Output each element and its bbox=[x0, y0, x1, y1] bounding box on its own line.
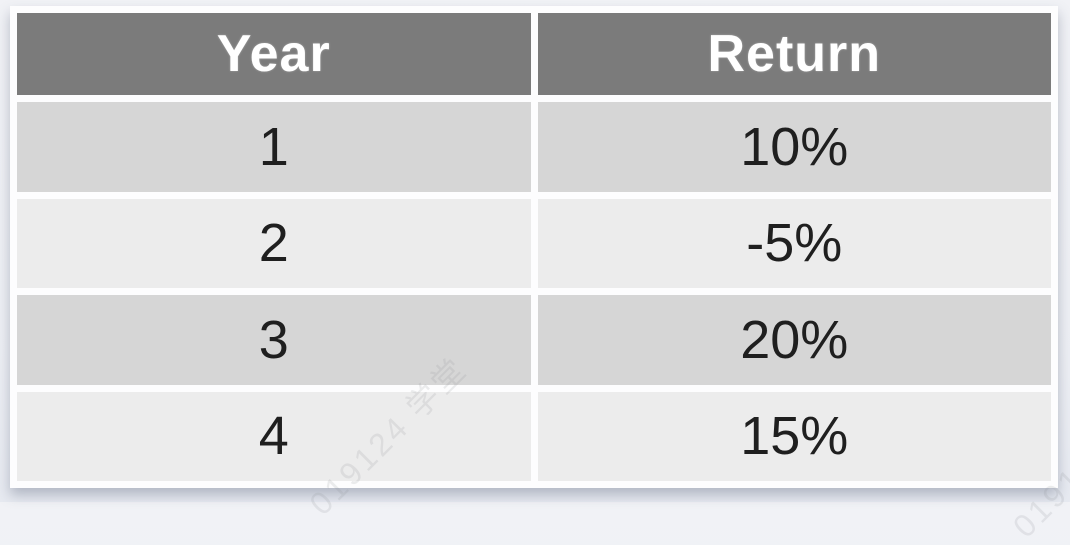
table-row: 4 15% bbox=[17, 391, 1051, 481]
table-row: 3 20% bbox=[17, 295, 1051, 385]
table-row: 2 -5% bbox=[17, 198, 1051, 288]
column-header-return: Return bbox=[537, 13, 1051, 95]
returns-table: Year Return 1 10% 2 -5% 3 20% 4 15% bbox=[10, 6, 1058, 488]
return-cell: 20% bbox=[537, 295, 1051, 385]
return-cell: 15% bbox=[537, 391, 1051, 481]
return-cell: 10% bbox=[537, 102, 1051, 192]
year-cell: 2 bbox=[17, 198, 531, 288]
year-cell: 1 bbox=[17, 102, 531, 192]
column-header-year: Year bbox=[17, 13, 531, 95]
year-cell: 4 bbox=[17, 391, 531, 481]
return-cell: -5% bbox=[537, 198, 1051, 288]
year-cell: 3 bbox=[17, 295, 531, 385]
table-header-row: Year Return bbox=[17, 13, 1051, 95]
table-row: 1 10% bbox=[17, 102, 1051, 192]
